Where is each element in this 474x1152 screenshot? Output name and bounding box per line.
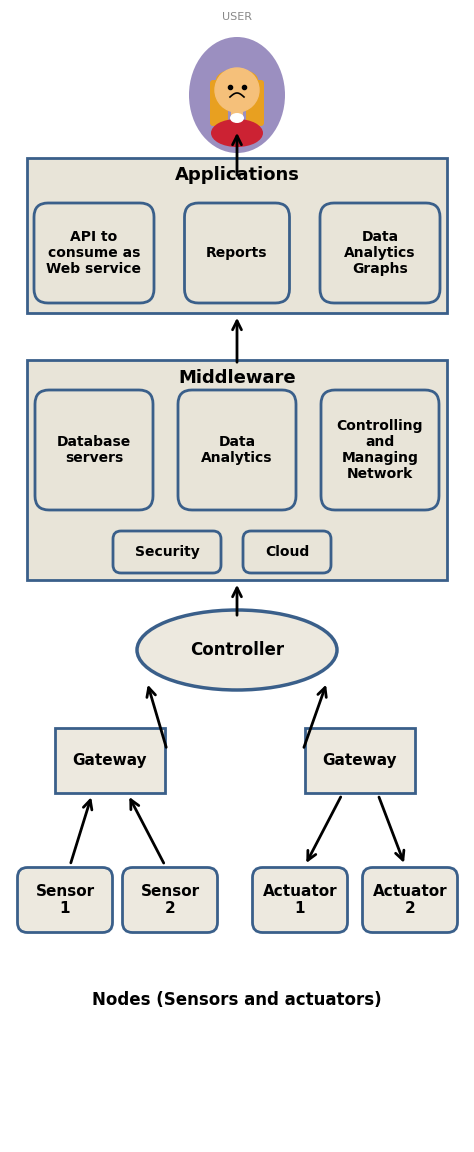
Text: Actuator
1: Actuator 1 [263, 884, 337, 916]
Ellipse shape [216, 69, 258, 91]
Text: Applications: Applications [174, 167, 300, 184]
Text: Sensor
1: Sensor 1 [36, 884, 94, 916]
Ellipse shape [211, 119, 263, 147]
FancyBboxPatch shape [253, 867, 347, 932]
Text: Reports: Reports [206, 247, 268, 260]
Text: Gateway: Gateway [73, 752, 147, 767]
FancyBboxPatch shape [320, 203, 440, 303]
Text: USER: USER [222, 12, 252, 22]
FancyBboxPatch shape [243, 531, 331, 573]
FancyBboxPatch shape [246, 79, 264, 126]
Text: Nodes (Sensors and actuators): Nodes (Sensors and actuators) [92, 991, 382, 1009]
Ellipse shape [189, 37, 285, 153]
FancyBboxPatch shape [363, 867, 457, 932]
FancyBboxPatch shape [34, 203, 154, 303]
FancyBboxPatch shape [210, 79, 228, 126]
Text: Actuator
2: Actuator 2 [373, 884, 447, 916]
FancyBboxPatch shape [321, 391, 439, 510]
FancyBboxPatch shape [27, 359, 447, 579]
FancyBboxPatch shape [35, 391, 153, 510]
Text: API to
consume as
Web service: API to consume as Web service [46, 229, 142, 276]
Text: Data
Analytics
Graphs: Data Analytics Graphs [344, 229, 416, 276]
FancyBboxPatch shape [305, 728, 415, 793]
FancyBboxPatch shape [122, 867, 218, 932]
Text: Security: Security [135, 545, 200, 559]
Text: Database
servers: Database servers [57, 435, 131, 465]
Circle shape [215, 68, 259, 112]
FancyBboxPatch shape [231, 109, 243, 119]
FancyBboxPatch shape [27, 158, 447, 312]
FancyBboxPatch shape [113, 531, 221, 573]
Text: Sensor
2: Sensor 2 [140, 884, 200, 916]
Text: Controlling
and
Managing
Network: Controlling and Managing Network [337, 418, 423, 482]
FancyBboxPatch shape [18, 867, 112, 932]
Ellipse shape [230, 113, 244, 123]
Text: Gateway: Gateway [323, 752, 397, 767]
FancyBboxPatch shape [178, 391, 296, 510]
FancyBboxPatch shape [184, 203, 290, 303]
Text: Middleware: Middleware [178, 369, 296, 387]
Text: Data
Analytics: Data Analytics [201, 435, 273, 465]
Text: Cloud: Cloud [265, 545, 309, 559]
FancyBboxPatch shape [55, 728, 165, 793]
Ellipse shape [137, 611, 337, 690]
Text: Controller: Controller [190, 641, 284, 659]
